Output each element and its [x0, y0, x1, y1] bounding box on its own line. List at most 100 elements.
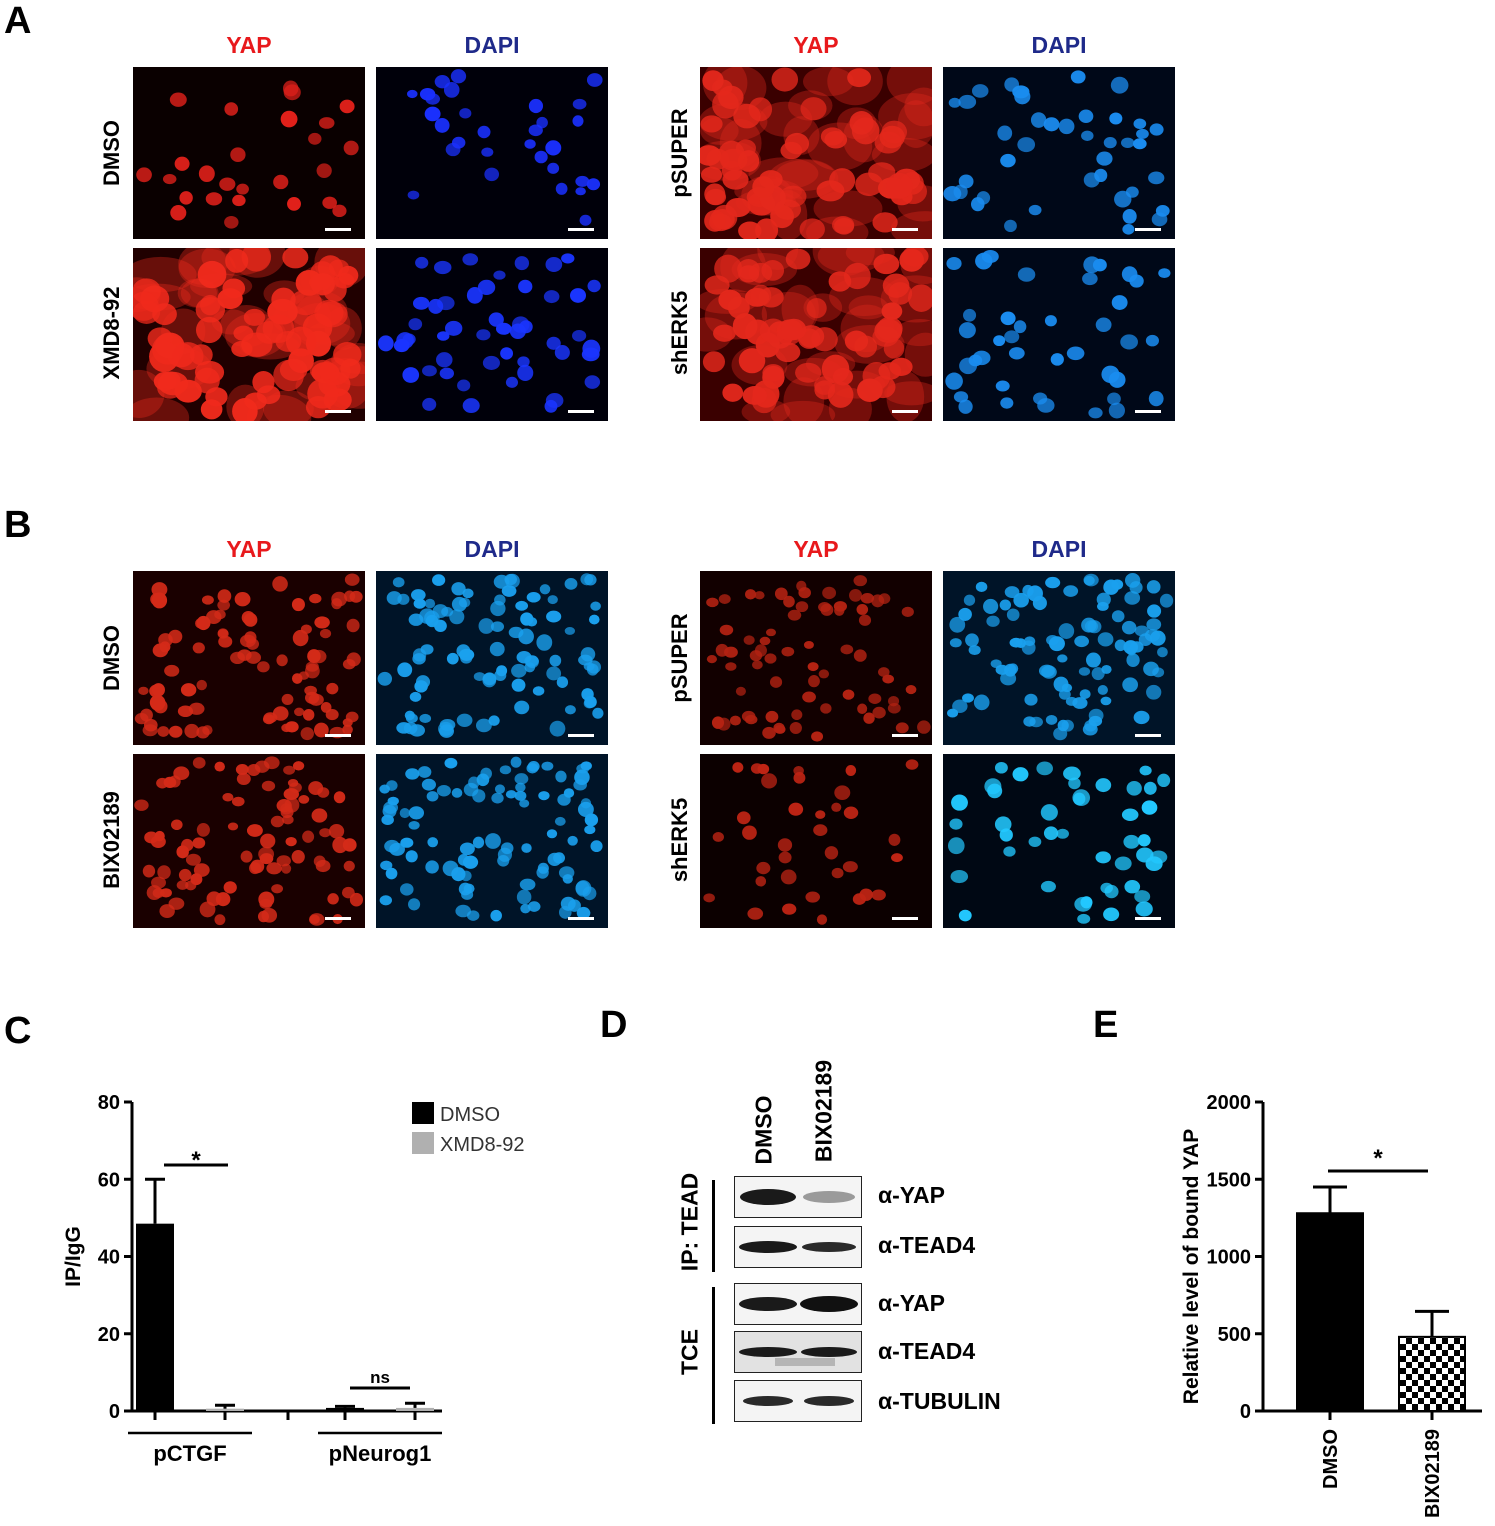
cell-nucleus: [342, 658, 356, 670]
x-category-label: pCTGF: [153, 1441, 226, 1466]
cell-nucleus: [583, 698, 595, 709]
cell-nucleus: [181, 838, 194, 852]
cell-nucleus: [771, 67, 799, 92]
cell-nucleus: [543, 290, 560, 304]
cell-nucleus: [342, 838, 357, 852]
cell-nucleus: [1070, 70, 1086, 84]
cell-nucleus: [590, 601, 601, 611]
cell-nucleus: [292, 629, 309, 647]
cell-nucleus: [986, 615, 1000, 627]
cell-nucleus: [1121, 808, 1139, 821]
cell-nucleus: [289, 289, 322, 316]
cell-nucleus: [749, 650, 763, 662]
cell-nucleus: [1083, 172, 1100, 188]
y-tick-label: 60: [98, 1169, 120, 1191]
cell-nucleus: [174, 379, 202, 403]
cell-nucleus: [168, 629, 183, 644]
cell-nucleus: [879, 125, 905, 149]
cell-nucleus: [1100, 882, 1113, 894]
cell-nucleus: [586, 178, 601, 191]
cell-nucleus: [192, 837, 206, 849]
cell-nucleus: [793, 765, 804, 776]
cell-nucleus: [516, 651, 532, 664]
cell-nucleus: [339, 99, 355, 114]
cell-nucleus: [266, 862, 282, 875]
cell-nucleus: [822, 586, 837, 600]
cell-nucleus: [1157, 646, 1168, 658]
cell-nucleus: [842, 689, 855, 700]
cell-nucleus: [949, 638, 962, 648]
cell-nucleus: [1129, 641, 1144, 653]
cell-nucleus: [765, 710, 779, 723]
cell-nucleus: [214, 914, 226, 926]
cell-nucleus: [958, 322, 976, 339]
cell-nucleus: [700, 115, 723, 133]
cell-nucleus: [554, 816, 566, 826]
cell-nucleus: [950, 869, 969, 884]
cell-nucleus: [567, 835, 578, 846]
cell-nucleus: [1072, 789, 1091, 807]
cell-nucleus: [309, 359, 336, 381]
cell-nucleus: [332, 204, 347, 218]
cell-nucleus: [905, 759, 919, 770]
bracket-tce: [712, 1287, 715, 1424]
cell-nucleus: [901, 606, 914, 617]
cell-nucleus: [468, 776, 480, 789]
cell-nucleus: [456, 713, 473, 727]
cell-nucleus: [973, 694, 990, 711]
cell-nucleus: [958, 94, 977, 109]
cell-nucleus: [298, 795, 310, 804]
cell-nucleus: [493, 270, 506, 280]
cell-nucleus: [451, 788, 463, 798]
cell-nucleus: [863, 712, 875, 724]
cell-nucleus: [493, 574, 510, 589]
cell-nucleus: [250, 859, 265, 874]
cell-nucleus: [515, 600, 529, 611]
cell-nucleus: [514, 790, 527, 801]
cell-nucleus: [434, 74, 450, 89]
cell-nucleus: [895, 722, 909, 734]
cell-nucleus: [282, 80, 299, 97]
cell-nucleus: [983, 598, 999, 614]
cell-nucleus: [142, 724, 158, 737]
cell-nucleus: [287, 197, 301, 211]
cell-nucleus: [547, 162, 560, 174]
cell-nucleus: [854, 335, 878, 358]
cell-nucleus: [1057, 654, 1068, 663]
cell-nucleus: [328, 259, 350, 277]
col-label-yap: YAP: [226, 536, 272, 562]
cell-nucleus: [781, 318, 807, 341]
cell-nucleus: [883, 338, 905, 359]
cell-nucleus: [1125, 186, 1139, 198]
cell-nucleus: [1145, 856, 1163, 872]
cell-nucleus: [405, 850, 418, 863]
cell-field: [700, 67, 932, 239]
cell-nucleus: [434, 117, 450, 133]
cell-nucleus: [1083, 573, 1099, 587]
cell-nucleus: [285, 836, 297, 847]
cell-nucleus: [235, 763, 249, 775]
cell-nucleus: [514, 773, 529, 785]
cell-nucleus: [546, 666, 562, 681]
cell-nucleus: [291, 850, 305, 864]
scale-bar: [568, 734, 594, 737]
cell-nucleus: [703, 893, 715, 903]
cell-nucleus: [518, 279, 533, 294]
cell-nucleus: [1158, 268, 1171, 279]
row-label-xmd8-92: XMD8-92: [99, 286, 124, 380]
cell-nucleus: [815, 810, 826, 819]
cell-nucleus: [1091, 667, 1105, 681]
cell-nucleus: [185, 853, 201, 866]
cell-nucleus: [310, 273, 335, 296]
cell-nucleus: [402, 367, 420, 383]
cell-nucleus: [769, 676, 783, 688]
cell-nucleus: [270, 815, 285, 828]
cell-nucleus: [994, 761, 1008, 774]
cell-nucleus: [446, 652, 459, 665]
cell-nucleus: [243, 612, 258, 627]
panel-letter-e: E: [1093, 1004, 1119, 1046]
cell-nucleus: [868, 693, 882, 704]
cell-nucleus: [965, 633, 979, 647]
cell-nucleus: [1003, 846, 1016, 857]
cell-nucleus: [1030, 112, 1047, 128]
